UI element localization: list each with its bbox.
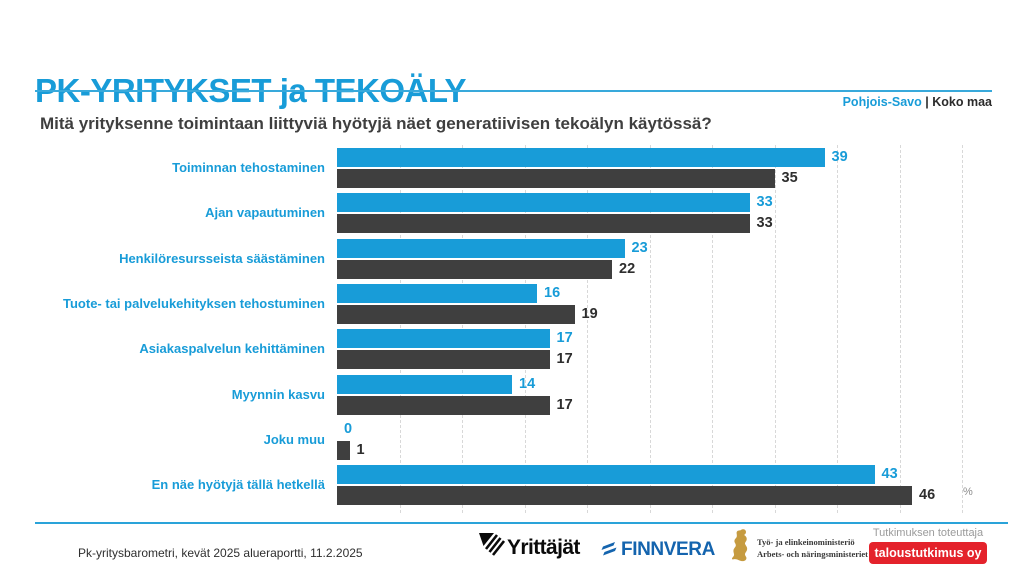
chart-row: Ajan vapautuminen 33 33 xyxy=(35,193,995,234)
bar-pohjois-savo xyxy=(337,465,875,485)
category-label: Tuote- tai palvelukehityksen tehostumine… xyxy=(63,295,325,311)
bar-koko-maa xyxy=(337,259,612,279)
value-label-koko-maa: 1 xyxy=(356,441,365,458)
title-underline xyxy=(35,90,992,92)
gridline xyxy=(399,145,401,513)
legend: Pohjois-Savo | Koko maa xyxy=(843,95,992,109)
gridline xyxy=(649,145,651,513)
bar-koko-maa xyxy=(337,169,775,188)
value-label-pohjois-savo: 16 xyxy=(544,284,561,301)
lion-emblem-icon xyxy=(730,528,752,569)
chart-row: En näe hyötyjä tällä hetkellä 43 46 xyxy=(35,465,995,506)
footer-divider xyxy=(35,522,1008,524)
gridline xyxy=(962,145,963,513)
category-label: Ajan vapautuminen xyxy=(205,205,325,221)
value-label-koko-maa: 33 xyxy=(756,215,773,232)
bar-pohjois-savo xyxy=(337,374,512,394)
bar-koko-maa xyxy=(337,486,912,506)
value-label-pohjois-savo: 14 xyxy=(519,375,536,392)
ministry-name-sv: Arbets- och näringsministeriet xyxy=(757,548,868,559)
bar-koko-maa xyxy=(337,350,550,370)
value-label-pohjois-savo: 33 xyxy=(756,194,773,211)
chart-row: Tuote- tai palvelukehityksen tehostumine… xyxy=(35,283,995,324)
gridline xyxy=(524,145,526,513)
value-label-koko-maa: 17 xyxy=(556,396,573,413)
chart-row: Toiminnan tehostaminen 39 35 xyxy=(35,148,995,188)
gridline xyxy=(899,145,901,513)
category-label: Myynnin kasvu xyxy=(231,386,325,402)
value-label-pohjois-savo: 23 xyxy=(631,239,648,256)
gridline xyxy=(837,145,838,513)
chart-row: Joku muu 0 1 xyxy=(35,420,995,460)
value-label-pohjois-savo: 43 xyxy=(881,466,898,483)
chart-row: Myynnin kasvu 14 17 xyxy=(35,374,995,415)
finnvera-logo-text: FINNVERA xyxy=(621,539,715,560)
gridline xyxy=(774,145,776,513)
category-label: Asiakaspalvelun kehittäminen xyxy=(139,341,325,357)
legend-separator: | xyxy=(925,95,929,109)
legend-country-label: Koko maa xyxy=(932,95,992,109)
value-label-pohjois-savo: 39 xyxy=(831,149,848,165)
yrittajat-logo: Yrittäjät xyxy=(478,532,580,563)
category-label: Henkilöresursseista säästäminen xyxy=(119,250,325,266)
footer-source-text: Pk-yritysbarometri, kevät 2025 aluerapor… xyxy=(78,546,363,560)
axis-unit-label: % xyxy=(963,486,973,498)
bar-koko-maa xyxy=(337,440,350,460)
value-label-koko-maa: 19 xyxy=(581,305,598,322)
chart-row: Henkilöresursseista säästäminen 23 22 xyxy=(35,238,995,279)
bar-koko-maa xyxy=(337,214,750,234)
bar-pohjois-savo xyxy=(337,193,750,213)
category-label: Joku muu xyxy=(263,431,325,447)
bar-pohjois-savo xyxy=(337,329,550,349)
value-label-koko-maa: 22 xyxy=(619,260,636,277)
yrittajat-logo-text: Yrittäjät xyxy=(507,535,580,559)
gridline xyxy=(587,145,588,513)
bar-pohjois-savo xyxy=(337,238,625,258)
chart-question: Mitä yrityksenne toimintaan liittyviä hy… xyxy=(40,114,712,133)
value-label-koko-maa: 35 xyxy=(781,170,798,186)
chart-row: Asiakaspalvelun kehittäminen 17 17 xyxy=(35,329,995,370)
taloustutkimus-logo-badge: taloustutkimus oy xyxy=(869,542,987,564)
value-label-pohjois-savo: 17 xyxy=(556,330,573,347)
research-credit: Tutkimuksen toteuttaja taloustutkimus oy xyxy=(869,527,987,564)
bar-koko-maa xyxy=(337,304,575,324)
bar-chart: % Toiminnan tehostaminen 39 35 Ajan vapautu… xyxy=(35,145,995,517)
ministry-logo: Työ- ja elinkeinoministeriö Arbets- och … xyxy=(730,528,868,569)
bar-koko-maa xyxy=(337,395,550,415)
category-label: Toiminnan tehostaminen xyxy=(172,160,325,175)
gridline xyxy=(462,145,463,513)
finnvera-stripes-icon xyxy=(601,539,617,561)
value-label-pohjois-savo: 0 xyxy=(344,420,353,437)
finnvera-logo: FINNVERA xyxy=(601,539,715,561)
value-label-koko-maa: 17 xyxy=(556,351,573,368)
ministry-logo-text: Työ- ja elinkeinoministeriö Arbets- och … xyxy=(757,537,868,561)
value-label-koko-maa: 46 xyxy=(919,487,936,504)
category-label: En näe hyötyjä tällä hetkellä xyxy=(151,477,325,493)
bar-pohjois-savo xyxy=(337,283,537,303)
yrittajat-triangle-icon xyxy=(478,532,506,563)
ministry-name-fi: Työ- ja elinkeinoministeriö xyxy=(757,536,855,547)
bar-pohjois-savo xyxy=(337,148,825,167)
research-credit-label: Tutkimuksen toteuttaja xyxy=(872,527,984,539)
gridline xyxy=(712,145,713,513)
legend-region-label: Pohjois-Savo xyxy=(842,95,922,109)
